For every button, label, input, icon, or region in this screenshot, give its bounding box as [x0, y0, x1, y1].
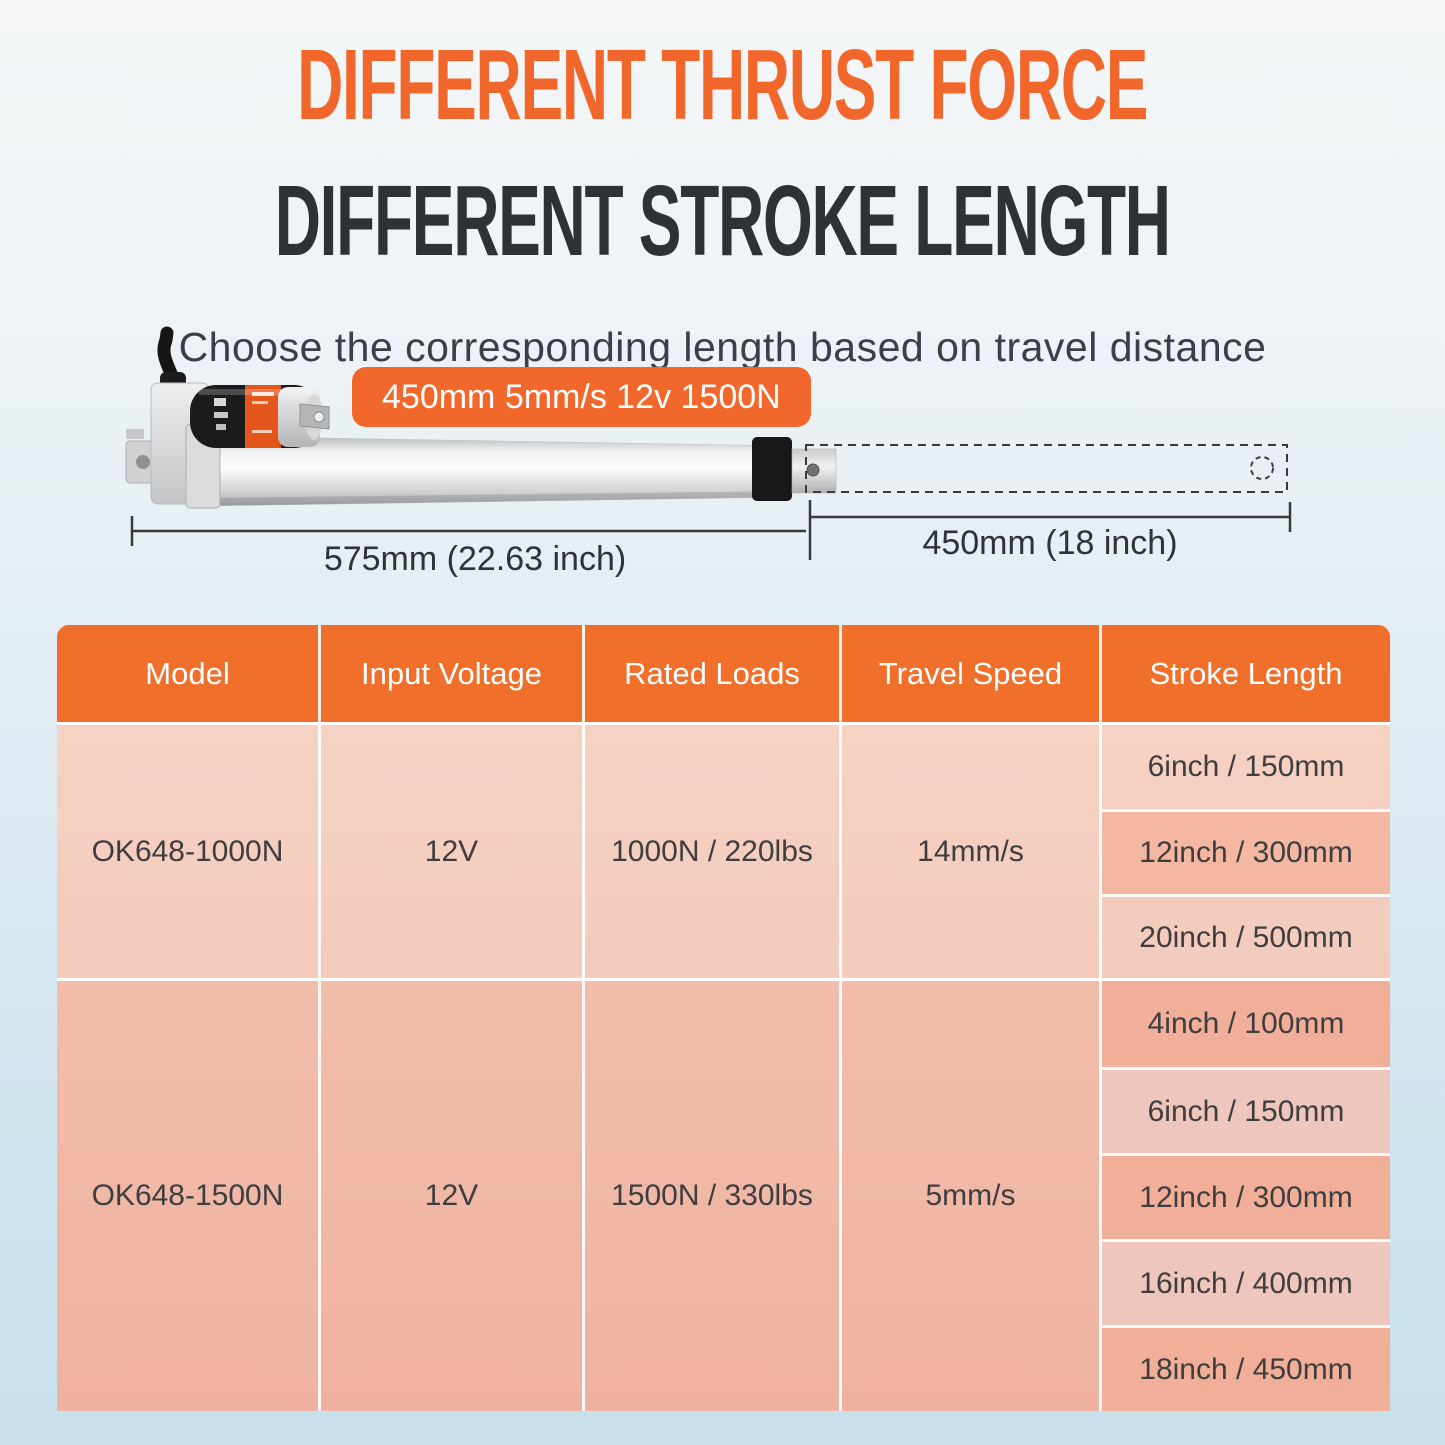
label-text-mark	[252, 392, 274, 396]
cell-stroke-1-2: 12inch / 300mm	[1099, 809, 1390, 894]
cell-loads-1: 1000N / 220lbs	[582, 725, 839, 978]
cert-mark-ce	[214, 398, 226, 406]
cell-stroke-2-1: 4inch / 100mm	[1099, 981, 1390, 1067]
table-section-1000n: OK648-1000N 12V 1000N / 220lbs 14mm/s 6i…	[57, 722, 1390, 978]
table-header-row: Model Input Voltage Rated Loads Travel S…	[57, 625, 1390, 722]
cell-voltage-2: 12V	[318, 981, 582, 1411]
header-cell-model: Model	[145, 655, 230, 691]
title-line-1: DIFFERENT THRUST FORCE	[297, 29, 1148, 141]
header-cell-travel-speed: Travel Speed	[839, 625, 1099, 722]
spec-table: Model Input Voltage Rated Loads Travel S…	[57, 625, 1390, 1411]
dimension-line-right	[810, 502, 1292, 532]
cell-speed-1: 14mm/s	[839, 725, 1099, 978]
actuator-illustration	[125, 326, 1292, 560]
cell-stroke-2-3: 12inch / 300mm	[1099, 1153, 1390, 1239]
stop-collar	[752, 437, 792, 501]
title-row-1: DIFFERENT THRUST FORCE	[0, 29, 1445, 162]
dimension-line-left	[130, 500, 812, 560]
motor-assembly	[190, 385, 330, 448]
cell-stroke-2-5: 18inch / 450mm	[1099, 1325, 1390, 1411]
bracket-hole	[313, 411, 325, 423]
label-text-mark	[252, 401, 268, 404]
cell-model-1: OK648-1000N	[91, 834, 284, 868]
cell-voltage-1: 12V	[318, 725, 582, 978]
clevis-hole	[136, 455, 150, 469]
cell-model-2: OK648-1500N	[91, 1179, 284, 1212]
title-row-2: DIFFERENT STROKE LENGTH	[0, 165, 1445, 298]
clevis-tab	[126, 429, 144, 439]
dimension-label-right: 450mm (18 inch)	[922, 524, 1178, 562]
table-section-1500n: OK648-1500N 12V 1500N / 330lbs 5mm/s 4in…	[57, 978, 1390, 1411]
cell-stroke-2-4: 16inch / 400mm	[1099, 1239, 1390, 1325]
rod-hole	[806, 463, 820, 477]
cell-speed-2: 5mm/s	[839, 981, 1099, 1411]
cell-stroke-2-2: 6inch / 150mm	[1099, 1067, 1390, 1153]
header-cell-input-voltage: Input Voltage	[318, 625, 582, 722]
label-text-mark	[252, 430, 272, 433]
extended-stroke-outline	[805, 444, 1288, 493]
rod-end-hole-outline	[1250, 456, 1274, 480]
cert-mark-uk	[214, 412, 228, 418]
subtitle: Choose the corresponding length based on…	[178, 324, 1267, 370]
motor-highlight	[198, 389, 314, 395]
hero: DIFFERENT THRUST FORCE DIFFERENT STROKE …	[0, 29, 1445, 371]
title-line-2: DIFFERENT STROKE LENGTH	[275, 165, 1171, 277]
header-cell-stroke-length: Stroke Length	[1099, 625, 1390, 722]
cell-loads-2: 1500N / 330lbs	[582, 981, 839, 1411]
spec-badge: 450mm 5mm/s 12v 1500N	[352, 367, 811, 427]
dimension-label-left: 575mm (22.63 inch)	[323, 540, 627, 578]
header-cell-rated-loads: Rated Loads	[582, 625, 839, 722]
tube-bottom-shade	[205, 491, 792, 506]
cell-stroke-1-3: 20inch / 500mm	[1099, 894, 1390, 978]
actuator-diagram	[125, 326, 1292, 560]
cell-stroke-1-1: 6inch / 150mm	[1099, 725, 1390, 809]
cert-mark-fcc	[216, 424, 226, 430]
